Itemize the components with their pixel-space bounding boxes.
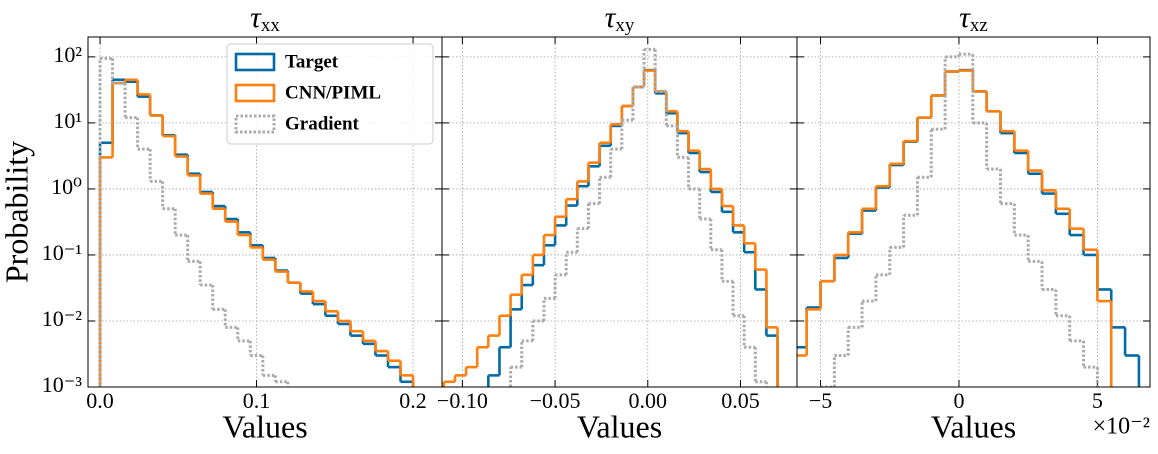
series (442, 69, 779, 387)
panel-title: τxz (959, 1, 988, 36)
y-tick-label: 10⁻¹ (42, 240, 82, 265)
x-tick-label: −0.05 (530, 388, 581, 413)
panel: −5 0 5 τxz Values ×10⁻² (796, 1, 1151, 444)
y-axis-label: Probability (0, 141, 34, 283)
title-symbol: τ (250, 1, 262, 34)
legend-swatch (234, 83, 276, 103)
legend: Target CNN/PIML Gradient (226, 43, 434, 145)
series (797, 68, 1141, 387)
legend-swatch (234, 52, 276, 72)
x-axis-label: Values (931, 408, 1016, 444)
x-tick-label: −0.10 (437, 388, 488, 413)
y-tick-label: 10¹ (53, 108, 82, 133)
axes-frame (796, 36, 1151, 388)
x-offset-label: ×10⁻² (1093, 414, 1150, 440)
panel: 10⁻³ 10⁻² 10⁻¹ 10⁰ 10¹ 10² 0.0 0.1 0.2 τxx Values P… (0, 1, 443, 444)
y-tick-label: 10² (53, 42, 82, 67)
title-symbol: τ (959, 1, 971, 34)
title-subscript: xy (615, 15, 635, 36)
legend-label: Target (285, 51, 339, 72)
x-tick-label: 0.05 (721, 388, 760, 413)
y-tick-label: 10⁻² (42, 306, 83, 331)
x-tick-label: 0.0 (86, 388, 114, 413)
legend-label: CNN/PIML (285, 82, 381, 103)
x-tick-label: 5 (1092, 388, 1103, 413)
x-tick-label: 0.1 (243, 388, 271, 413)
series (797, 69, 1113, 387)
title-subscript: xx (261, 15, 281, 36)
legend-box (226, 43, 434, 145)
series (820, 52, 1099, 387)
x-tick-label: 0.00 (629, 388, 668, 413)
panel-title: τxx (250, 1, 280, 36)
x-axis-label: Values (222, 408, 307, 444)
y-tick-label: 10⁻³ (42, 372, 83, 397)
legend-label: Gradient (285, 113, 360, 134)
panel-title: τxy (605, 1, 635, 36)
x-tick-label: 0.2 (399, 388, 427, 413)
title-symbol: τ (605, 1, 617, 34)
legend-swatch (234, 114, 276, 134)
x-axis-label: Values (577, 408, 662, 444)
y-tick-label: 10⁰ (51, 174, 82, 199)
title-subscript: xz (970, 15, 988, 36)
series (509, 47, 768, 387)
panel: −0.10 −0.05 0.00 0.05 τxy Values (437, 1, 798, 444)
x-tick-label: 0 (953, 388, 964, 413)
series (98, 56, 290, 387)
x-tick-label: −5 (809, 388, 832, 413)
